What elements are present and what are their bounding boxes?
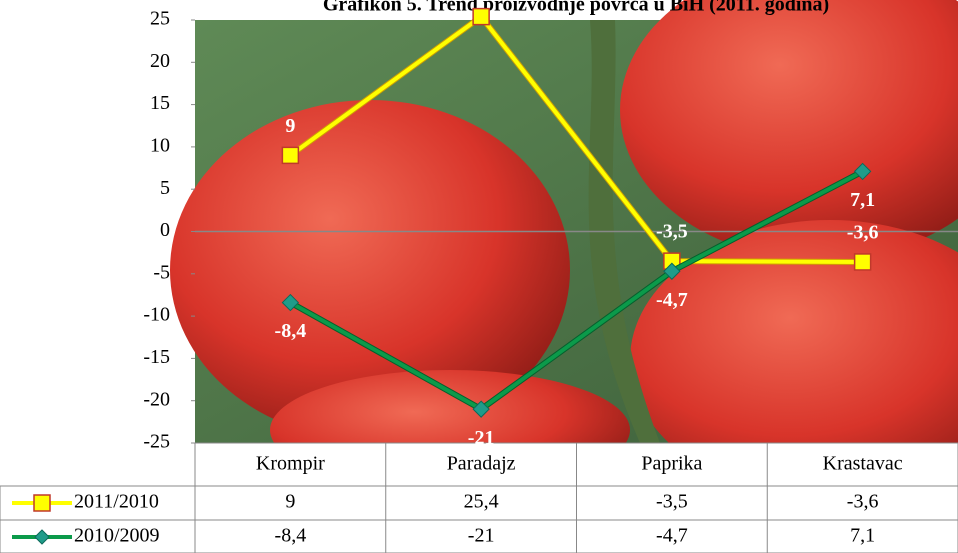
data-label: -21 [468, 427, 495, 449]
y-tick-label: 10 [150, 134, 170, 156]
data-label: 9 [285, 115, 295, 137]
legend-marker [34, 529, 50, 545]
x-tick-label: Paprika [641, 453, 702, 475]
y-tick-label: 0 [160, 219, 170, 241]
marker [281, 146, 300, 165]
y-tick-label: -10 [143, 304, 170, 326]
table-cell: -8,4 [275, 525, 307, 547]
x-tick-label: Krompir [256, 453, 325, 475]
series-line [289, 169, 864, 412]
data-label: -3,6 [847, 222, 879, 244]
y-tick-label: 25 [150, 8, 170, 30]
chart-title: Grafikon 5. Trend proizvodnje povrća u B… [323, 0, 829, 16]
table-cell: -4,7 [656, 525, 688, 547]
series-line [289, 14, 863, 264]
y-tick-label: 20 [150, 50, 170, 72]
y-tick-label: -5 [153, 261, 170, 283]
data-label: -3,5 [656, 221, 688, 243]
y-tick-label: -15 [143, 346, 170, 368]
background-photo [170, 0, 958, 500]
data-label: -4,7 [656, 289, 688, 311]
marker [281, 293, 300, 312]
marker [472, 400, 490, 418]
table-cell: 25,4 [464, 491, 499, 513]
legend-label: 2010/2009 [74, 525, 160, 547]
table-cell: 7,1 [850, 525, 875, 547]
table-cell: -3,5 [656, 491, 688, 513]
table-cell: 9 [285, 491, 295, 513]
marker [853, 162, 872, 181]
table-cell: -21 [468, 525, 495, 547]
legend-label: 2011/2010 [74, 491, 159, 513]
legend-marker [33, 494, 51, 512]
y-tick-label: -20 [143, 388, 170, 410]
table-cell: -3,6 [847, 491, 879, 513]
marker [663, 262, 681, 280]
y-tick-label: 5 [160, 177, 170, 199]
data-label: -8,4 [275, 320, 307, 342]
y-tick-label: 15 [150, 92, 170, 114]
x-tick-label: Paradajz [447, 453, 516, 475]
marker [472, 7, 490, 26]
x-tick-label: Krastavac [823, 453, 903, 475]
data-label: 7,1 [850, 189, 875, 211]
marker [853, 253, 872, 271]
y-tick-label: -25 [143, 431, 170, 453]
